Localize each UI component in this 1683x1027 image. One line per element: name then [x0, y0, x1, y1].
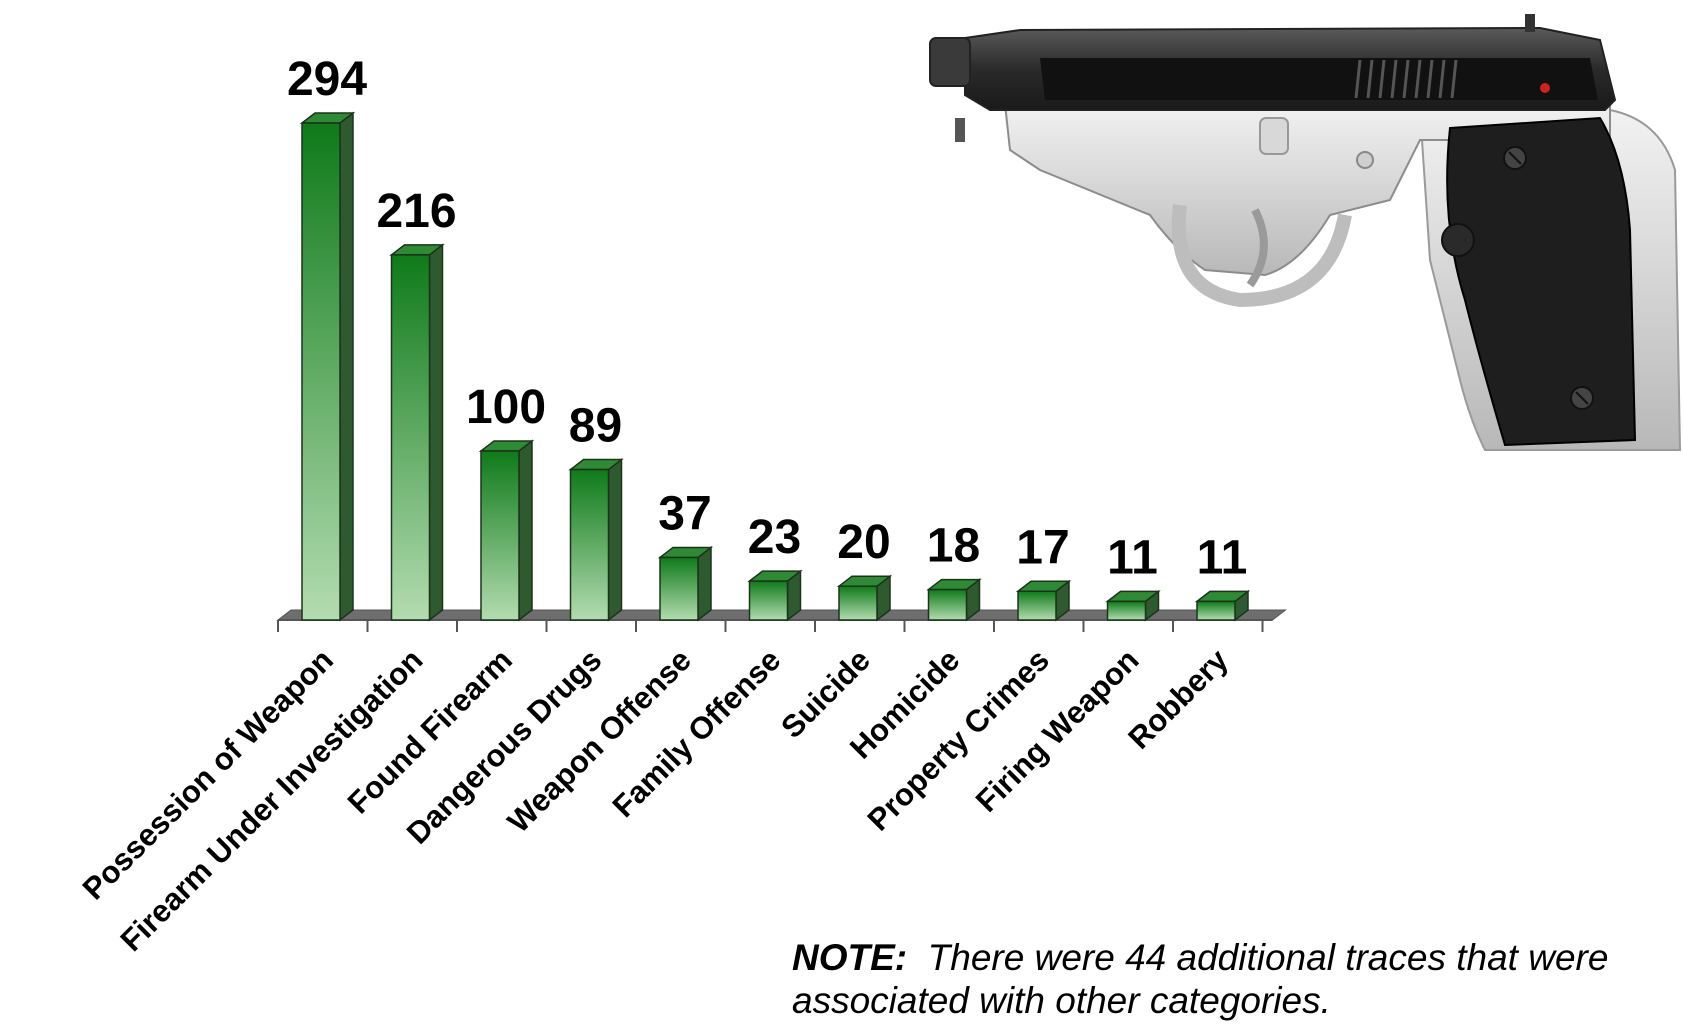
value-label: 18 — [927, 520, 980, 573]
bar-front — [838, 585, 878, 621]
category-label: Robbery — [1121, 642, 1235, 756]
bar — [299, 111, 356, 622]
bar-front — [927, 588, 968, 621]
value-label: 37 — [658, 487, 711, 540]
bar — [747, 569, 803, 622]
value-label: 23 — [748, 511, 801, 564]
bar — [1105, 589, 1161, 622]
value-label: 216 — [376, 185, 456, 238]
bar-front — [569, 468, 610, 621]
note-label: NOTE: — [792, 937, 908, 978]
note-text: NOTE: There were 44 additional traces th… — [792, 936, 1672, 1022]
bar-side — [697, 545, 712, 622]
bar-front — [659, 556, 699, 621]
value-label: 89 — [569, 400, 622, 453]
bar-front — [390, 254, 431, 621]
category-label: Family Offense — [606, 642, 788, 824]
note-body: There were 44 additional traces that wer… — [792, 937, 1609, 1021]
bar — [657, 545, 714, 622]
bar-front — [301, 122, 341, 621]
bar — [926, 578, 982, 622]
bars — [299, 111, 1251, 622]
bar-front — [1106, 600, 1147, 621]
value-label: 11 — [1197, 531, 1248, 584]
category-label: Firing Weapon — [969, 642, 1146, 819]
bar — [568, 458, 624, 622]
value-label: 100 — [466, 381, 546, 434]
bar-side — [428, 243, 444, 622]
value-label: 20 — [837, 516, 890, 569]
value-labels: 294 216 100 89 37 23 20 18 17 11 11 — [287, 53, 1247, 584]
bar — [478, 439, 535, 622]
bar — [1194, 589, 1251, 622]
bar-front — [1017, 590, 1057, 621]
value-label: 11 — [1107, 531, 1158, 584]
bar-side — [518, 439, 533, 622]
bar-side — [339, 111, 354, 622]
bar — [1015, 579, 1072, 622]
category-label: Found Firearm — [341, 642, 519, 820]
bar-side — [607, 458, 623, 622]
bar-front — [480, 450, 520, 621]
value-label: 17 — [1016, 521, 1069, 574]
value-label: 294 — [287, 53, 367, 106]
bar — [389, 243, 445, 622]
pistol-icon — [929, 14, 1682, 451]
bar-front — [748, 580, 789, 621]
bar — [836, 574, 893, 622]
bar-front — [1196, 600, 1236, 621]
